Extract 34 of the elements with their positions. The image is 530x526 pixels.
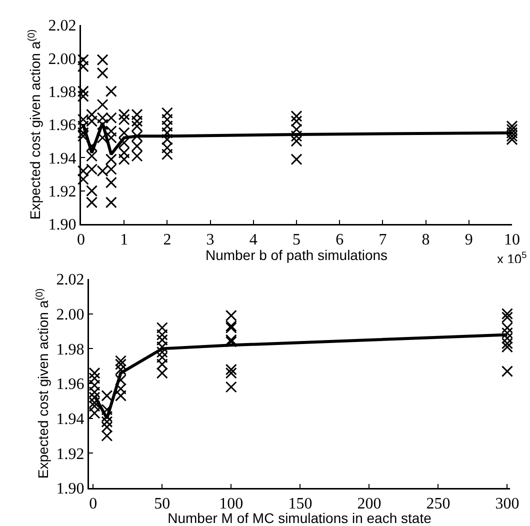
y-tick-label: 2.02	[56, 272, 84, 289]
x-tick-label: 150	[288, 496, 312, 513]
y-tick-label: 1.98	[48, 84, 76, 101]
x-tick-label: 0	[77, 232, 85, 249]
x-tick-label: 50	[154, 496, 170, 513]
x-tick-label: 5	[292, 232, 300, 249]
x-tick-label: 4	[249, 232, 258, 249]
y-tick-label: 1.90	[48, 216, 76, 234]
y-tick-label: 2.02	[48, 18, 76, 35]
y-tick-label: 1.94	[56, 410, 84, 428]
x-tick-label: 250	[426, 496, 450, 513]
y-tick-label: 1.92	[48, 183, 76, 200]
x-tick-label: 6	[336, 232, 344, 249]
y-tick-label: 2.00	[56, 306, 84, 324]
x-tick-label: 10	[504, 232, 520, 249]
y-tick-label: 1.94	[48, 150, 76, 168]
x-tick-label: 3	[206, 232, 214, 249]
x-tick-label: 9	[464, 232, 473, 249]
y-tick-label: 2.00	[48, 50, 76, 68]
x-tick-label: 0	[89, 496, 98, 513]
y-tick-label: 1.90	[56, 480, 84, 498]
x-tick-label: 7	[378, 232, 387, 249]
x-tick-label: 8	[422, 232, 430, 249]
x-tick-label: 1	[120, 232, 128, 249]
x-tick-label: 100	[219, 496, 244, 513]
y-tick-label: 1.98	[56, 341, 84, 358]
x-tick-label: 200	[357, 496, 382, 513]
x-tick-label: 300	[495, 496, 520, 513]
x-axis-title: Number M of MC simulations in each state	[168, 510, 432, 526]
x-axis-title: Number b of path simulations	[205, 247, 388, 263]
y-tick-label: 1.92	[56, 446, 84, 463]
x-tick-label: 2	[163, 232, 172, 249]
y-tick-label: 1.96	[56, 376, 84, 394]
y-tick-label: 1.96	[48, 117, 76, 134]
